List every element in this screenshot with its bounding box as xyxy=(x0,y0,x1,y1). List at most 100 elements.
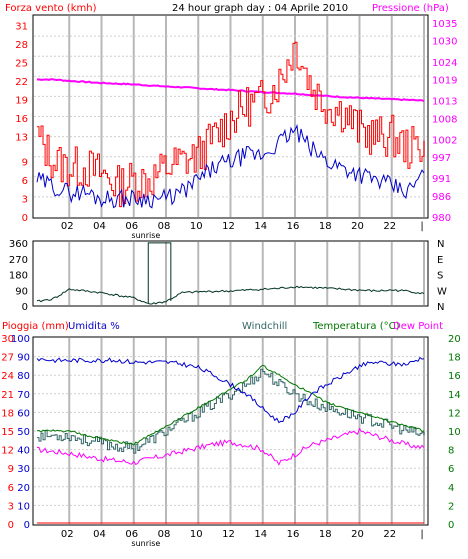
y-tick-rain: 21 xyxy=(1,390,14,401)
y-tick-wind: 31 xyxy=(15,21,28,32)
pressure-axis-title: Pressione (hPa) xyxy=(372,3,449,14)
y-tick-wind: 28 xyxy=(15,40,28,51)
series-humidity-line xyxy=(36,356,425,424)
x-tick-label: 22 xyxy=(383,529,396,540)
x-tick-label: 10 xyxy=(190,221,203,232)
y-tick-rain: 27 xyxy=(1,353,14,364)
series-direction-spike xyxy=(147,242,172,303)
y-tick-wind: 3 xyxy=(22,194,28,205)
x-tick-label: 04 xyxy=(93,221,106,232)
series-dewpoint-line xyxy=(36,427,425,466)
y-tick-pressure: 1013 xyxy=(432,97,457,108)
y-tick-pressure: 1002 xyxy=(432,135,457,146)
y-tick-temperature: 14 xyxy=(448,390,461,401)
compass-label: N xyxy=(437,302,444,313)
x-tick-label: 12 xyxy=(222,221,235,232)
y-tick-temperature: 2 xyxy=(448,501,454,512)
y-tick-temperature: 8 xyxy=(448,446,454,457)
x-tick-label: 06 xyxy=(125,221,138,232)
series-direction-line xyxy=(36,285,425,305)
x-tick-label: 08 xyxy=(158,221,171,232)
y-tick-humidity: 10 xyxy=(17,501,30,512)
y-tick-pressure: 980 xyxy=(432,213,451,224)
x-tick-label: 16 xyxy=(287,529,300,540)
y-tick-pressure: 997 xyxy=(432,153,451,164)
x-tick-label: 22 xyxy=(383,221,396,232)
x-tick-label: | xyxy=(420,221,423,232)
y-tick-rain: 12 xyxy=(1,446,14,457)
y-tick-pressure: 1030 xyxy=(432,37,457,48)
compass-label: E xyxy=(437,255,443,266)
y-tick-direction: 90 xyxy=(15,286,28,297)
temperature-axis-title: Temperatura (°C) xyxy=(312,321,400,332)
x-tick-label: 14 xyxy=(254,221,267,232)
y-tick-humidity: 40 xyxy=(17,446,30,457)
chart-title: 24 hour graph day : 04 Aprile 2010 xyxy=(172,3,348,14)
compass-label: S xyxy=(437,271,443,282)
y-tick-wind: 19 xyxy=(15,95,28,106)
y-tick-humidity: 30 xyxy=(17,464,30,475)
x-tick-label: 18 xyxy=(319,529,332,540)
y-tick-humidity: 0 xyxy=(24,520,30,531)
compass-label: N xyxy=(437,239,444,250)
y-tick-pressure: 986 xyxy=(432,192,451,203)
y-tick-pressure: 991 xyxy=(432,174,451,185)
y-tick-pressure: 1019 xyxy=(432,75,457,86)
y-tick-humidity: 90 xyxy=(17,353,30,364)
y-tick-temperature: 6 xyxy=(448,464,454,475)
x-tick-label: 16 xyxy=(287,221,300,232)
x-note-sunrise: sunrise xyxy=(131,231,160,240)
y-tick-rain: 9 xyxy=(8,464,14,475)
series-temperature-line xyxy=(36,364,425,446)
series-gust-line xyxy=(37,41,425,208)
y-tick-pressure: 1008 xyxy=(432,114,457,125)
y-tick-temperature: 16 xyxy=(448,371,461,382)
y-tick-direction: 0 xyxy=(22,302,28,313)
y-tick-humidity: 80 xyxy=(17,371,30,382)
x-tick-label: 20 xyxy=(351,221,364,232)
panel-temperature-content: 0369121518212427300102030405060708090100… xyxy=(1,334,460,548)
y-tick-humidity: 100 xyxy=(11,334,30,345)
y-tick-humidity: 20 xyxy=(17,483,30,494)
y-tick-humidity: 70 xyxy=(17,390,30,401)
series-pressure-line xyxy=(36,78,425,103)
y-tick-rain: 15 xyxy=(1,427,14,438)
y-tick-wind: 9 xyxy=(22,157,28,168)
y-tick-temperature: 18 xyxy=(448,353,461,364)
y-tick-temperature: 10 xyxy=(448,427,461,438)
y-tick-temperature: 4 xyxy=(448,483,454,494)
x-note-sunrise: sunrise xyxy=(131,539,160,548)
compass-label: W xyxy=(437,286,447,297)
panel-wind-content: 0369131619222528319809869919971002100810… xyxy=(15,16,457,240)
x-tick-label: 14 xyxy=(254,529,267,540)
y-tick-rain: 24 xyxy=(1,371,14,382)
x-tick-label: 10 xyxy=(190,529,203,540)
y-tick-wind: 16 xyxy=(15,114,28,125)
y-tick-temperature: 0 xyxy=(448,520,454,531)
y-tick-wind: 6 xyxy=(22,176,28,187)
rain-axis-title: Pioggia (mm) xyxy=(2,321,69,332)
y-tick-wind: 13 xyxy=(15,133,28,144)
x-tick-label: 04 xyxy=(93,529,106,540)
y-tick-rain: 18 xyxy=(1,408,14,419)
x-tick-label: | xyxy=(420,529,423,540)
y-tick-wind: 0 xyxy=(22,213,28,224)
y-tick-pressure: 1035 xyxy=(432,19,457,30)
y-tick-rain: 6 xyxy=(8,483,14,494)
x-tick-label: 08 xyxy=(158,529,171,540)
y-tick-wind: 22 xyxy=(15,77,28,88)
y-tick-rain: 0 xyxy=(8,520,14,531)
y-tick-direction: 360 xyxy=(9,239,28,250)
y-tick-wind: 25 xyxy=(15,58,28,69)
series-windchill-line xyxy=(37,368,425,454)
dewpoint-legend: Dew Point xyxy=(393,321,443,332)
y-tick-rain: 3 xyxy=(8,501,14,512)
series-wind-line xyxy=(36,123,425,209)
x-tick-label: 18 xyxy=(319,221,332,232)
y-tick-direction: 180 xyxy=(9,271,28,282)
y-tick-direction: 270 xyxy=(9,255,28,266)
y-tick-temperature: 12 xyxy=(448,408,461,419)
x-tick-label: 02 xyxy=(61,221,74,232)
